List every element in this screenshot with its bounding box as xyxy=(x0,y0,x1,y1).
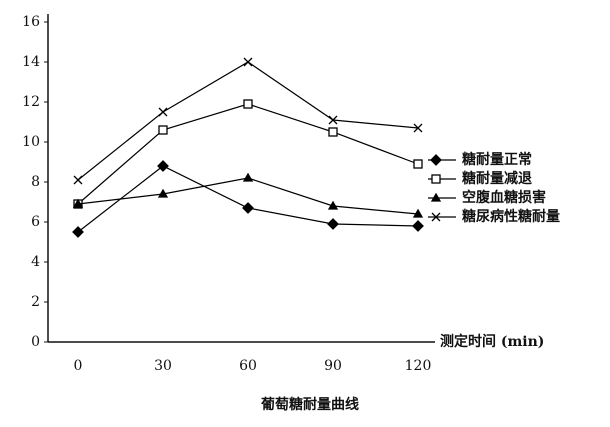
y-tick-label: 12 xyxy=(22,94,40,110)
point xyxy=(157,188,169,198)
legend-label: 糖尿病性糖耐量 xyxy=(462,208,560,225)
point xyxy=(412,208,424,218)
point xyxy=(243,99,253,109)
legend-label: 空腹血糖损害 xyxy=(462,189,546,206)
point xyxy=(243,57,253,67)
y-tick-label: 0 xyxy=(31,334,40,350)
point xyxy=(412,220,424,232)
y-tick-label: 6 xyxy=(31,214,40,230)
point xyxy=(328,115,338,125)
legend-marker xyxy=(430,154,442,166)
point xyxy=(413,159,423,169)
y-tick-label: 4 xyxy=(31,254,40,270)
point xyxy=(158,107,168,117)
point xyxy=(72,226,84,238)
x-axis-label: 测定时间 (min) xyxy=(440,333,544,350)
point xyxy=(73,175,83,185)
legend-label: 糖耐量减退 xyxy=(462,170,532,187)
point xyxy=(327,218,339,230)
point xyxy=(157,160,169,172)
point xyxy=(413,123,423,133)
x-tick-label: 30 xyxy=(154,358,172,374)
legend-marker xyxy=(431,174,441,184)
legend-marker xyxy=(430,192,442,202)
point xyxy=(327,200,339,210)
legend-marker xyxy=(431,212,441,222)
y-tick-label: 10 xyxy=(22,134,40,150)
y-tick-label: 14 xyxy=(22,54,40,70)
x-tick-label: 90 xyxy=(324,358,342,374)
point xyxy=(242,202,254,214)
x-tick-label: 0 xyxy=(74,358,83,374)
point xyxy=(72,198,84,208)
y-tick-label: 2 xyxy=(31,294,40,310)
x-tick-label: 60 xyxy=(239,358,257,374)
legend-label: 糖耐量正常 xyxy=(462,151,532,168)
point xyxy=(328,127,338,137)
y-tick-label: 16 xyxy=(22,14,40,30)
chart-title: 葡萄糖耐量曲线 xyxy=(260,396,359,413)
point xyxy=(158,125,168,135)
x-tick-label: 120 xyxy=(405,358,432,374)
point xyxy=(242,172,254,182)
y-tick-label: 8 xyxy=(31,174,40,190)
